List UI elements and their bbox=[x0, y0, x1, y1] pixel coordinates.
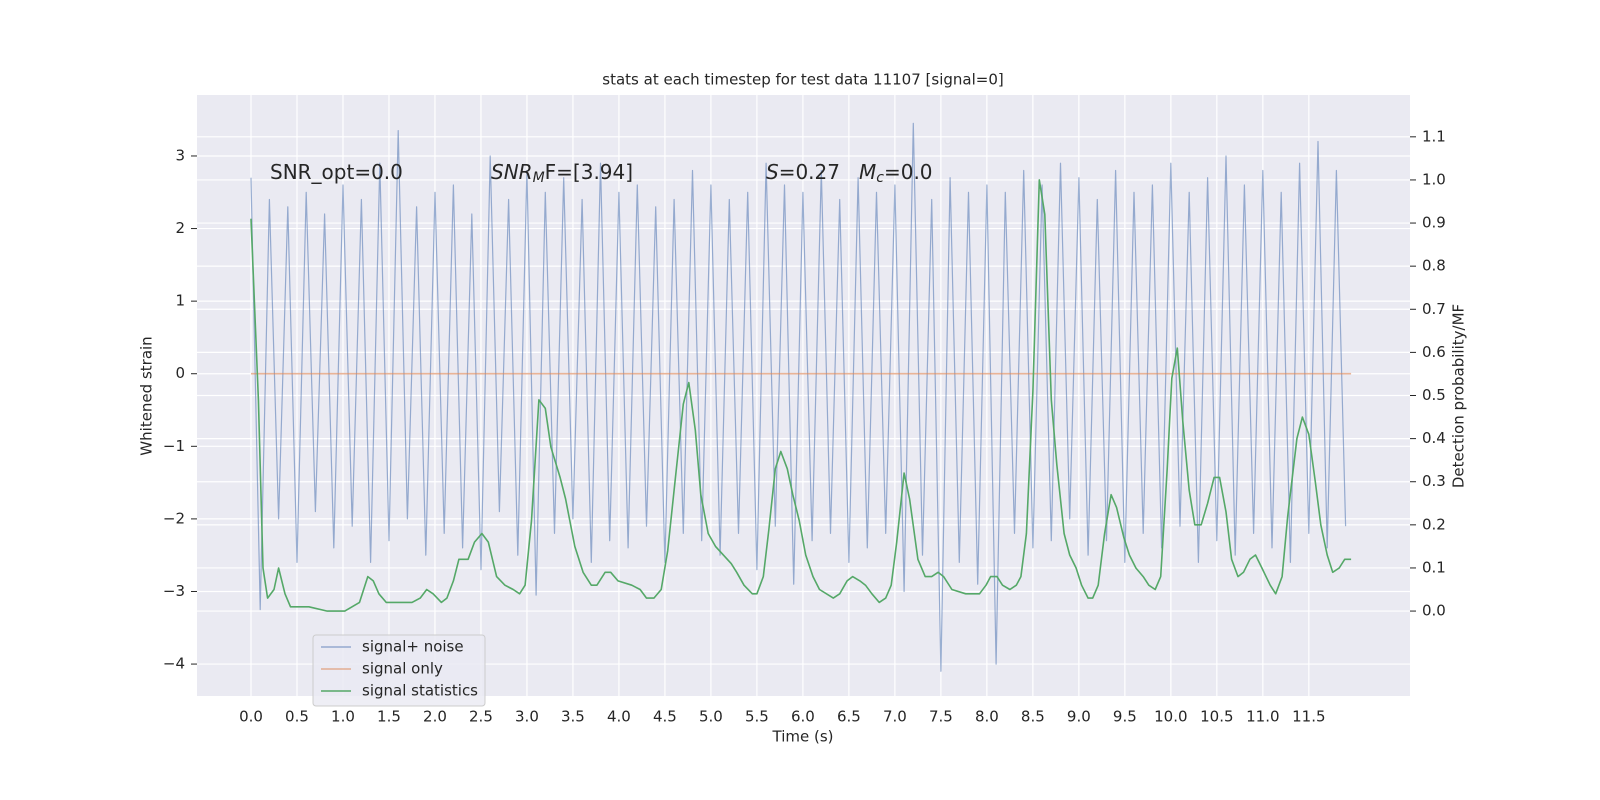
annotation: SNR_opt=0.0 bbox=[270, 160, 403, 184]
x-tick-label: 3.0 bbox=[515, 708, 539, 726]
legend: signal+ noise signal only signal statistic… bbox=[312, 634, 486, 707]
x-tick-label: 9.0 bbox=[1067, 708, 1091, 726]
x-tick-label: 10.0 bbox=[1154, 708, 1187, 726]
y2-tick-label: 0.1 bbox=[1422, 558, 1446, 576]
x-tick-label: 4.5 bbox=[653, 708, 677, 726]
y-tick-label: 2 bbox=[175, 219, 185, 237]
y2-tick-label: 0.5 bbox=[1422, 386, 1446, 404]
x-tick-label: 1.0 bbox=[331, 708, 355, 726]
ticks: 0.0 0.5 1.0 1.5 2.0 2.5 3.0 3.5 4.0 4.5 5.0 5.5 6.0 6… bbox=[163, 127, 1446, 725]
x-tick-label: 4.0 bbox=[607, 708, 631, 726]
x-tick-label: 6.5 bbox=[837, 708, 861, 726]
legend-box bbox=[312, 634, 486, 707]
y-tick-label: −2 bbox=[163, 509, 185, 527]
y-tick-label: 1 bbox=[175, 292, 185, 310]
x-tick-label: 0.5 bbox=[285, 708, 309, 726]
x-tick-label: 9.5 bbox=[1113, 708, 1137, 726]
y2-axis-label: Detection probability/MF bbox=[1450, 304, 1468, 488]
annotation-subscript: M bbox=[533, 170, 545, 186]
y-tick-label: 3 bbox=[175, 146, 185, 164]
chart-title: stats at each timestep for test data 111… bbox=[602, 71, 1003, 89]
y2-tick-label: 1.0 bbox=[1422, 170, 1446, 188]
series-line bbox=[250, 179, 1352, 612]
x-tick-label: 11.0 bbox=[1246, 708, 1279, 726]
x-tick-label: 7.0 bbox=[883, 708, 907, 726]
x-tick-label: 10.5 bbox=[1200, 708, 1233, 726]
annotation-text: SNR_opt=0.0 bbox=[270, 160, 403, 184]
annotation-text: M bbox=[859, 160, 876, 184]
y2-tick-label: 0.2 bbox=[1422, 515, 1446, 533]
y2-tick-label: 0.9 bbox=[1422, 214, 1446, 232]
x-tick-label: 8.5 bbox=[1021, 708, 1045, 726]
y-tick-label: −3 bbox=[163, 582, 185, 600]
y-tick-label: −1 bbox=[163, 437, 185, 455]
annotation: SNRMF=[3.94] bbox=[491, 160, 633, 187]
y2-tick-label: 1.1 bbox=[1422, 127, 1446, 145]
y2-tick-label: 0.3 bbox=[1422, 472, 1446, 490]
legend-label: signal+ noise bbox=[362, 638, 464, 656]
y-tick-label: 0 bbox=[175, 364, 185, 382]
y-tick-label: −4 bbox=[163, 655, 185, 673]
marks bbox=[250, 122, 1352, 672]
y-axis-label: Whitened strain bbox=[138, 336, 156, 455]
x-axis-label: Time (s) bbox=[772, 728, 834, 746]
x-tick-label: 2.0 bbox=[423, 708, 447, 726]
x-tick-label: 3.5 bbox=[561, 708, 585, 726]
x-tick-label: 6.0 bbox=[791, 708, 815, 726]
y2-tick-label: 0.0 bbox=[1422, 602, 1446, 620]
x-tick-label: 7.5 bbox=[929, 708, 953, 726]
annotation-subscript: c bbox=[876, 170, 884, 186]
annotation-text: S bbox=[766, 160, 779, 184]
legend-label: signal statistics bbox=[362, 682, 478, 700]
annotation-text: SNR bbox=[491, 160, 533, 184]
annotation-text: =0.27 bbox=[779, 160, 840, 184]
series-line bbox=[250, 122, 1347, 672]
x-tick-label: 0.0 bbox=[239, 708, 263, 726]
y2-tick-label: 0.4 bbox=[1422, 429, 1446, 447]
y2-tick-label: 0.6 bbox=[1422, 343, 1446, 361]
x-tick-label: 5.5 bbox=[745, 708, 769, 726]
legend-label: signal only bbox=[362, 660, 443, 678]
x-tick-label: 8.0 bbox=[975, 708, 999, 726]
y2-tick-label: 0.7 bbox=[1422, 300, 1446, 318]
y2-tick-label: 0.8 bbox=[1422, 257, 1446, 275]
annotation-text: =0.0 bbox=[884, 160, 933, 184]
x-tick-label: 1.5 bbox=[377, 708, 401, 726]
x-tick-label: 2.5 bbox=[469, 708, 493, 726]
x-tick-label: 5.0 bbox=[699, 708, 723, 726]
annotation-text: F=[3.94] bbox=[545, 160, 633, 184]
annotation: S=0.27 bbox=[766, 160, 840, 184]
annotation: Mc=0.0 bbox=[859, 160, 933, 187]
x-tick-label: 11.5 bbox=[1292, 708, 1325, 726]
